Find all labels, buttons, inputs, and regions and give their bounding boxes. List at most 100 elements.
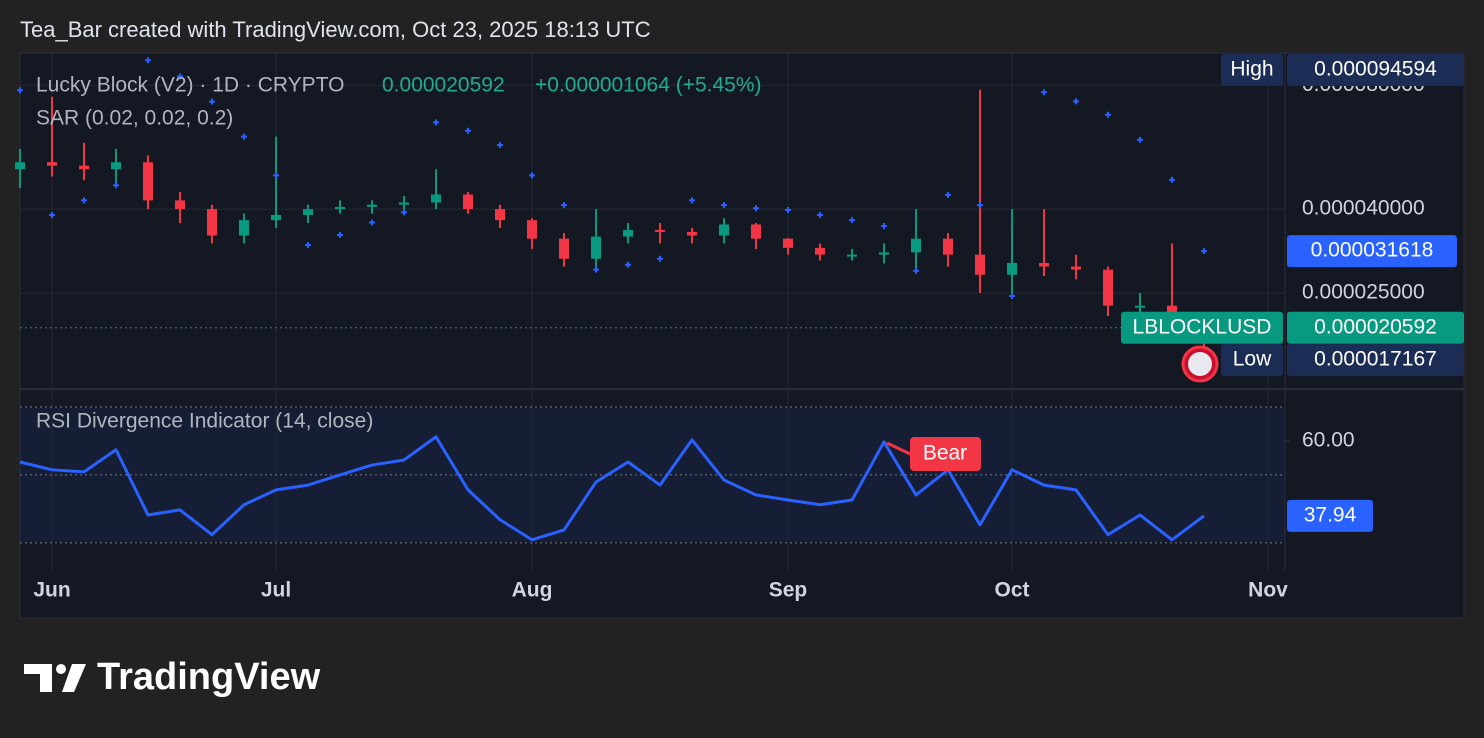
candle-body	[239, 220, 249, 236]
sar-point	[113, 182, 119, 189]
y-tick-label: 0.000025000	[1302, 281, 1425, 304]
price-label-value: 0.000094594	[1314, 58, 1437, 81]
candle-body	[175, 200, 185, 210]
candle-body	[1071, 266, 1081, 270]
sar-point	[1201, 248, 1207, 255]
price-label-value: 0.000020592	[1314, 315, 1437, 338]
annotation-bg	[910, 437, 981, 471]
sar-point	[49, 211, 55, 218]
sar-point	[17, 87, 23, 94]
rsi-value-label-bg	[1287, 499, 1373, 532]
sar-point	[625, 261, 631, 268]
x-tick-label: Nov	[1248, 579, 1288, 602]
candle-body	[1135, 305, 1145, 308]
candle-body	[463, 194, 473, 210]
sar-point	[689, 197, 695, 204]
candle-body	[591, 236, 601, 259]
sar-point	[241, 133, 247, 140]
candle-body	[943, 238, 953, 255]
sar-price-label-bg	[1287, 235, 1457, 268]
x-tick-label: Aug	[512, 579, 553, 602]
sar-point	[1073, 98, 1079, 105]
sar-point	[337, 232, 343, 239]
sar-point	[913, 267, 919, 274]
sar-point	[657, 255, 663, 262]
rsi-title: RSI Divergence Indicator (14, close)	[36, 410, 373, 433]
legend-close: 0.000020592	[382, 74, 505, 97]
sar-point	[209, 98, 215, 105]
candle-body	[399, 202, 409, 205]
price-label-value-bg	[1287, 54, 1464, 86]
price-label-name: LBLOCKLUSD	[1133, 315, 1272, 338]
rsi-line	[19, 435, 1205, 542]
sar-point	[401, 209, 407, 216]
candle-body	[271, 214, 281, 221]
candle-body	[431, 194, 441, 203]
candle-body	[111, 162, 121, 170]
candle-body	[1039, 262, 1049, 267]
legend-change: +0.000001064 (+5.45%)	[535, 74, 762, 97]
x-tick-label: Sep	[769, 579, 808, 602]
sar-point	[849, 217, 855, 224]
sar-point	[529, 172, 535, 179]
sar-point	[177, 73, 183, 80]
annotation: Bear	[923, 442, 967, 465]
sar-point	[977, 202, 983, 209]
sar-point	[721, 202, 727, 209]
price-label-name-bg	[1221, 54, 1283, 86]
sar-point	[273, 172, 279, 179]
candle-body	[303, 209, 313, 215]
price-label-value-bg	[1287, 344, 1464, 376]
legend-title: Lucky Block (V2) · 1D · CRYPTO	[36, 74, 344, 97]
sar-point	[753, 205, 759, 212]
sar-point	[785, 206, 791, 213]
price-label-name: Low	[1233, 348, 1272, 371]
candle-body	[527, 220, 537, 239]
sar-point	[593, 266, 599, 273]
candle-body	[911, 238, 921, 253]
sar-point	[1041, 89, 1047, 96]
x-tick-label: Jul	[261, 579, 291, 602]
sar-point	[433, 119, 439, 126]
candle-body	[975, 254, 985, 275]
y-tick-label: 0.000040000	[1302, 197, 1425, 220]
price-label-value: 0.000017167	[1314, 348, 1437, 371]
candle-body	[79, 165, 89, 170]
candle-body	[879, 252, 889, 255]
sar-point	[497, 142, 503, 149]
candle-body	[687, 231, 697, 236]
price-label-name-bg	[1121, 311, 1283, 344]
candle-body	[623, 229, 633, 237]
candle-body	[847, 254, 857, 257]
candle-body	[559, 238, 569, 259]
sar-price-label: 0.000031618	[1311, 239, 1434, 262]
candle-body	[815, 247, 825, 255]
sar-point	[561, 202, 567, 209]
x-tick-label: Jun	[33, 579, 70, 602]
sar-point	[881, 222, 887, 229]
logo-shape	[24, 664, 52, 692]
candle-body	[15, 162, 25, 170]
candle-body	[207, 209, 217, 236]
x-tick-label: Oct	[994, 579, 1029, 602]
sar-point	[817, 211, 823, 218]
candle-body	[1007, 262, 1017, 275]
legend-sar: SAR (0.02, 0.02, 0.2)	[36, 107, 233, 130]
sar-point	[81, 197, 87, 204]
candle-body	[1103, 269, 1113, 306]
candle-body	[751, 224, 761, 239]
logo-shape	[62, 664, 86, 692]
sar-point	[1105, 111, 1111, 118]
logo-text: TradingView	[97, 656, 321, 698]
candle-body	[143, 162, 153, 201]
candle-body	[719, 224, 729, 236]
price-label-value-bg	[1287, 311, 1464, 344]
sar-point	[1137, 136, 1143, 143]
rsi-value-label: 37.94	[1304, 503, 1357, 526]
y-tick-label: 60.00	[1302, 428, 1355, 451]
flag-icon-inner	[1188, 352, 1212, 376]
sar-point	[369, 219, 375, 226]
